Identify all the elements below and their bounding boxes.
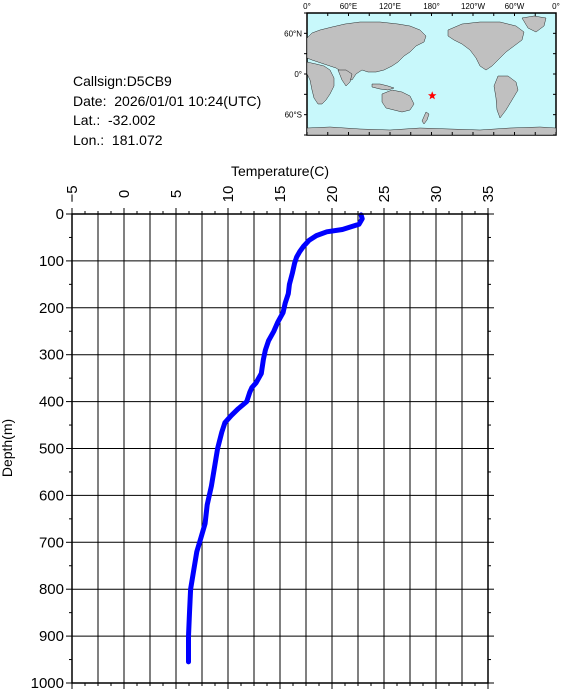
map-frame-ticks xyxy=(304,12,557,136)
station-marker-icon xyxy=(428,91,437,100)
map-longitude-label: 0° xyxy=(303,2,311,11)
plot-frame xyxy=(71,213,489,684)
y-tick-label: 800 xyxy=(39,581,64,598)
x-tick-label: 0 xyxy=(116,190,133,198)
x-tick-label: 10 xyxy=(220,186,237,203)
x-tick-label: 20 xyxy=(324,186,341,203)
land-australia xyxy=(381,89,415,113)
y-tick-label: 900 xyxy=(39,628,64,645)
land-greenland xyxy=(521,15,547,33)
land-south-america xyxy=(493,75,519,119)
map-latitude-label: 0° xyxy=(294,70,302,79)
x-tick-label: 30 xyxy=(428,186,445,203)
y-tick-label: 500 xyxy=(39,441,64,458)
latitude-text: Lat.: -32.002 xyxy=(73,112,156,128)
y-axis-label: Depth(m) xyxy=(0,419,15,477)
y-tick-label: 200 xyxy=(39,300,64,317)
temperature-profile-line xyxy=(186,212,365,665)
map-longitude-label: 60°W xyxy=(505,2,525,11)
date-text: Date: 2026/01/01 10:24(UTC) xyxy=(73,92,262,109)
x-tick-label: 15 xyxy=(272,186,289,203)
y-tick-label: 100 xyxy=(39,253,64,270)
y-tick-label: 400 xyxy=(39,394,64,411)
map-latitude-label: 60°S xyxy=(285,111,302,120)
land-eurasia xyxy=(306,21,427,81)
map-longitude-label: 120°W xyxy=(461,2,486,11)
grid-lines xyxy=(72,214,488,683)
y-tick-label: 600 xyxy=(39,487,64,504)
land-north-america xyxy=(447,21,525,71)
map-longitude-label: 0° xyxy=(552,2,560,11)
map-lat-labels: 60°N 0° 60°S xyxy=(284,29,302,119)
y-tick-labels: 0 100 200 300 400 500 600 700 800 900 1000 xyxy=(31,206,64,690)
map-longitude-label: 60°E xyxy=(340,2,357,11)
land-indonesia xyxy=(371,83,395,91)
x-axis-label: Temperature(C) xyxy=(231,163,329,179)
land-india xyxy=(337,69,353,87)
profile-chart: −5 0 5 10 15 20 25 30 35 01002003004005006007008… xyxy=(0,163,497,690)
land-africa xyxy=(306,61,335,105)
map-top-labels: 0° 60°E 120°E 180° 120°W 60°W 0° xyxy=(303,2,560,11)
x-tick-label: 25 xyxy=(376,186,393,203)
longitude-text: Lon.: 181.072 xyxy=(73,131,163,148)
x-tick-label: 5 xyxy=(168,190,185,198)
x-tick-label: 35 xyxy=(480,186,497,203)
y-tick-label: 0 xyxy=(56,206,64,223)
y-tick-label: 1000 xyxy=(31,675,64,690)
map-longitude-label: 180° xyxy=(423,2,440,11)
x-tick-labels: −5 0 5 10 15 20 25 30 35 xyxy=(64,185,497,202)
world-map: 0° 60°E 120°E 180° 120°W 60°W 0° 60°N 0° 60°S xyxy=(284,2,560,136)
land-new-zealand xyxy=(421,111,430,125)
y-tick-label: 700 xyxy=(39,534,64,551)
map-longitude-label: 120°E xyxy=(379,2,401,11)
y-tick-label: 300 xyxy=(39,347,64,364)
map-latitude-label: 60°N xyxy=(284,29,302,38)
station-info: Callsign:D5CB9 Date: 2026/01/01 10:24(UT… xyxy=(73,72,261,150)
callsign-text: Callsign:D5CB9 xyxy=(73,73,172,89)
x-tick-label: −5 xyxy=(64,185,81,202)
